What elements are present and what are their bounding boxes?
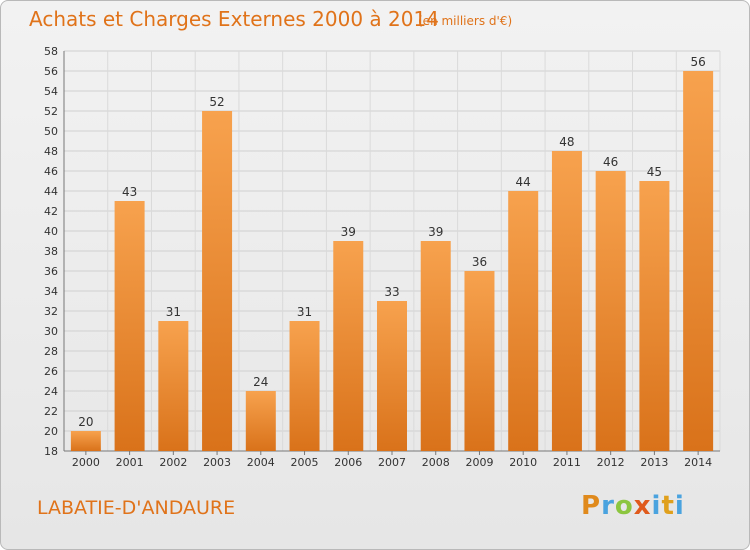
bar-2008[interactable]: [420, 241, 451, 451]
data-label-2002: 31: [166, 305, 181, 319]
data-label-2010: 44: [516, 175, 531, 189]
y-tick-label: 50: [44, 125, 58, 138]
data-label-2006: 39: [341, 225, 356, 239]
y-tick-label: 40: [44, 225, 58, 238]
data-label-2001: 43: [122, 185, 137, 199]
x-tick-label-2004: 2004: [247, 456, 275, 469]
y-tick-label: 42: [44, 205, 58, 218]
y-tick-label: 46: [44, 165, 58, 178]
data-label-2009: 36: [472, 255, 487, 269]
y-tick-label: 22: [44, 405, 58, 418]
y-tick-label: 30: [44, 325, 58, 338]
y-tick-label: 36: [44, 265, 58, 278]
x-tick-label-2012: 2012: [597, 456, 625, 469]
x-tick-label-2010: 2010: [509, 456, 537, 469]
bar-2009[interactable]: [464, 271, 495, 451]
bar-2005[interactable]: [289, 321, 320, 451]
bar-2006[interactable]: [333, 241, 364, 451]
data-label-2014: 56: [690, 55, 705, 69]
x-tick-label-2001: 2001: [116, 456, 144, 469]
data-label-2007: 33: [384, 285, 399, 299]
y-tick-label: 32: [44, 305, 58, 318]
proxiti-logo[interactable]: Proxiti: [581, 491, 685, 521]
y-tick-label: 18: [44, 445, 58, 458]
data-label-2000: 20: [78, 415, 93, 429]
x-tick-label-2005: 2005: [291, 456, 319, 469]
data-label-2012: 46: [603, 155, 618, 169]
chart-subtitle: (en milliers d'€): [418, 14, 513, 28]
data-label-2003: 52: [209, 95, 224, 109]
bar-2002[interactable]: [158, 321, 189, 451]
bar-2014[interactable]: [683, 71, 714, 451]
x-tick-label-2003: 2003: [203, 456, 231, 469]
y-tick-label: 56: [44, 65, 58, 78]
y-tick-label: 28: [44, 345, 58, 358]
tick-labels: 18 20 22 24 26 28 30 32 34 36 38 40 42 44 46 48 50 52 54 56…: [44, 45, 712, 469]
place-name: LABATIE-D'ANDAURE: [37, 497, 236, 519]
x-tick-label-2007: 2007: [378, 456, 406, 469]
bar-2011[interactable]: [551, 151, 582, 451]
y-tick-label: 52: [44, 105, 58, 118]
bar-2007[interactable]: [377, 301, 407, 451]
y-tick-label: 44: [44, 185, 58, 198]
x-tick-label-2013: 2013: [640, 456, 668, 469]
x-tick-label-2006: 2006: [334, 456, 362, 469]
x-tick-label-2000: 2000: [72, 456, 100, 469]
data-label-2011: 48: [559, 135, 574, 149]
x-tick-label-2002: 2002: [159, 456, 187, 469]
y-tick-label: 34: [44, 285, 58, 298]
bar-2010[interactable]: [508, 191, 539, 451]
x-tick-label-2009: 2009: [465, 456, 493, 469]
y-tick-label: 26: [44, 365, 58, 378]
y-tick-label: 20: [44, 425, 58, 438]
bar-2004[interactable]: [245, 391, 276, 451]
bar-2012[interactable]: [595, 171, 626, 451]
bar-2003[interactable]: [202, 111, 233, 451]
y-tick-label: 24: [44, 385, 58, 398]
y-tick-label: 54: [44, 85, 58, 98]
x-tick-label-2011: 2011: [553, 456, 581, 469]
bars: [70, 71, 714, 451]
bar-2000[interactable]: [70, 431, 101, 451]
data-label-2004: 24: [253, 375, 268, 389]
bar-2013[interactable]: [639, 181, 670, 451]
data-label-2013: 45: [647, 165, 662, 179]
y-tick-label: 58: [44, 45, 58, 58]
data-label-2005: 31: [297, 305, 312, 319]
data-label-2008: 39: [428, 225, 443, 239]
chart-title: Achats et Charges Externes 2000 à 2014: [29, 7, 439, 31]
y-tick-label: 38: [44, 245, 58, 258]
y-tick-label: 48: [44, 145, 58, 158]
x-tick-label-2008: 2008: [422, 456, 450, 469]
bar-2001[interactable]: [114, 201, 145, 451]
x-tick-label-2014: 2014: [684, 456, 712, 469]
data-labels: 20 43 31 52 24 31 39 33 39 36 44 48 46 45 56: [78, 55, 706, 429]
